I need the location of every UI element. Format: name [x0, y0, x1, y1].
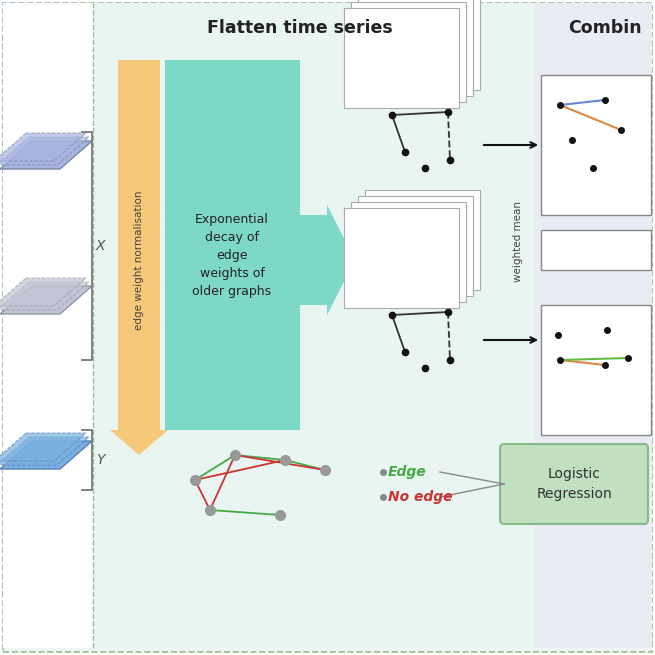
- Text: Logistic
Regression: Logistic Regression: [536, 467, 612, 501]
- Polygon shape: [0, 278, 86, 306]
- Polygon shape: [0, 282, 89, 310]
- Polygon shape: [0, 441, 92, 469]
- Text: X: X: [95, 239, 105, 253]
- Bar: [541, 75, 651, 215]
- Bar: [351, 2, 466, 102]
- FancyArrow shape: [110, 430, 168, 455]
- Bar: [344, 8, 459, 108]
- Bar: [344, 208, 459, 308]
- Bar: [535, 3, 652, 648]
- Text: Exponential
decay of
edge
weights of
older graphs: Exponential decay of edge weights of old…: [193, 212, 272, 297]
- Text: No edge: No edge: [388, 490, 453, 504]
- Bar: [93, 3, 535, 648]
- Text: Y: Y: [96, 453, 104, 467]
- Text: Edge: Edge: [388, 465, 426, 479]
- Text: Combin: Combin: [568, 19, 642, 37]
- Polygon shape: [0, 437, 89, 465]
- Bar: [351, 202, 466, 302]
- Bar: [358, 196, 473, 296]
- FancyBboxPatch shape: [500, 444, 648, 524]
- Bar: [165, 60, 300, 430]
- Polygon shape: [0, 141, 92, 169]
- Bar: [365, 190, 480, 290]
- Text: Flatten time series: Flatten time series: [207, 19, 393, 37]
- Text: weighted mean: weighted mean: [513, 202, 523, 282]
- Polygon shape: [0, 137, 89, 165]
- FancyBboxPatch shape: [3, 3, 652, 652]
- Bar: [3, 3, 93, 648]
- Text: edge weight normalisation: edge weight normalisation: [134, 190, 144, 329]
- Polygon shape: [0, 133, 86, 161]
- Bar: [365, 0, 480, 90]
- Bar: [358, 0, 473, 96]
- Bar: [541, 230, 651, 270]
- FancyArrow shape: [300, 205, 355, 315]
- Polygon shape: [0, 433, 86, 461]
- Polygon shape: [0, 286, 92, 314]
- Bar: [118, 60, 160, 430]
- Bar: [541, 305, 651, 435]
